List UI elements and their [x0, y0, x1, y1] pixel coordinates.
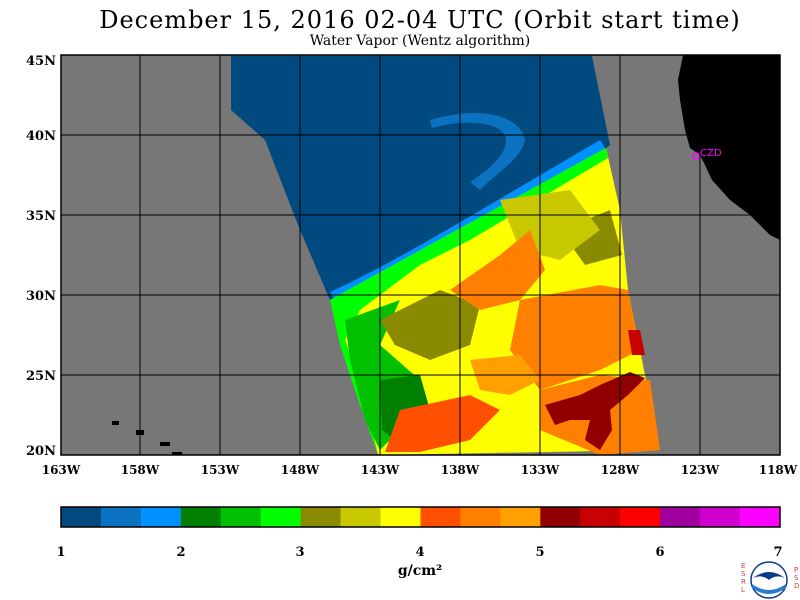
colorbar-tick-6: 6 [655, 545, 664, 560]
colorbar-swatch [260, 507, 302, 527]
swath-olive-patch [380, 290, 480, 360]
colorbar-swatch [300, 507, 342, 527]
map-title: December 15, 2016 02-04 UTC (Orbit start… [99, 6, 741, 34]
colorbar-swatch [61, 507, 102, 527]
colorbar-swatch [540, 507, 581, 527]
lon-label-153w: 153W [201, 463, 240, 477]
swath-orange-patch-2 [510, 285, 640, 390]
island-kauai [112, 421, 119, 425]
colorbar-swatch [340, 507, 382, 527]
swath-dry-region [231, 56, 610, 300]
colorbar-tick-2: 2 [176, 545, 185, 560]
colorbar-swatch [580, 507, 621, 527]
colorbar-swatch [180, 507, 222, 527]
lon-label-128w: 128W [601, 463, 640, 477]
lon-label-133w: 133W [521, 463, 560, 477]
island-molokai [160, 442, 170, 446]
colorbar-swatch [420, 507, 461, 527]
swath-orange-patch-1 [450, 230, 545, 310]
station-marker [692, 152, 700, 160]
swath-olive-patch-2 [560, 210, 622, 265]
lat-label-20n: 20N [26, 444, 56, 459]
colorbar-swatch [140, 507, 182, 527]
lon-label-143w: 143W [361, 463, 400, 477]
colorbar-tick-1: 1 [56, 545, 65, 560]
colorbar-swatch [100, 507, 142, 527]
lat-label-25n: 25N [26, 369, 56, 384]
lat-label-30n: 30N [26, 289, 56, 304]
lat-label-45n: 45N [26, 54, 56, 69]
colorbar-tick-3: 3 [295, 545, 304, 560]
colorbar-swatch [740, 507, 781, 527]
colorbar-swatch [220, 507, 262, 527]
colorbar-tick-4: 4 [415, 545, 424, 560]
colorbar-swatch [500, 507, 541, 527]
colorbar-frame [60, 506, 781, 528]
noaa-logo-bird [753, 572, 785, 580]
swath-red-patch [628, 330, 645, 355]
lon-label-118w: 118W [759, 463, 798, 477]
colorbar-swatch [460, 507, 501, 527]
land-north-america [678, 55, 780, 240]
swath-orange-patch-3 [385, 395, 500, 452]
colorbar-tick-7: 7 [773, 545, 782, 560]
map-subtitle: Water Vapor (Wentz algorithm) [309, 33, 531, 49]
lon-label-148w: 148W [281, 463, 320, 477]
lon-label-123w: 123W [681, 463, 720, 477]
lat-label-35n: 35N [26, 209, 56, 224]
island-hawaii [172, 452, 182, 455]
swath-blue-band [330, 140, 606, 302]
lat-label-40n: 40N [26, 129, 56, 144]
station-label: CZD [700, 148, 722, 159]
map-frame [60, 54, 781, 456]
noaa-logo-wave [752, 584, 786, 594]
colorbar-swatch [380, 507, 421, 527]
swath-darkgreen-patch [380, 375, 430, 440]
lon-label-163w: 163W [42, 463, 81, 477]
colorbar-swatch [660, 507, 701, 527]
colorbar-units: g/cm² [397, 563, 443, 579]
colorbar-swatch [700, 507, 741, 527]
lon-label-158w: 158W [121, 463, 160, 477]
swath-blue-streak [430, 112, 525, 190]
colorbar-swatch [620, 507, 661, 527]
lat-lon-grid [61, 55, 780, 455]
colorbar-tick-5: 5 [535, 545, 544, 560]
lon-label-138w: 138W [441, 463, 480, 477]
colorbar [61, 507, 781, 527]
